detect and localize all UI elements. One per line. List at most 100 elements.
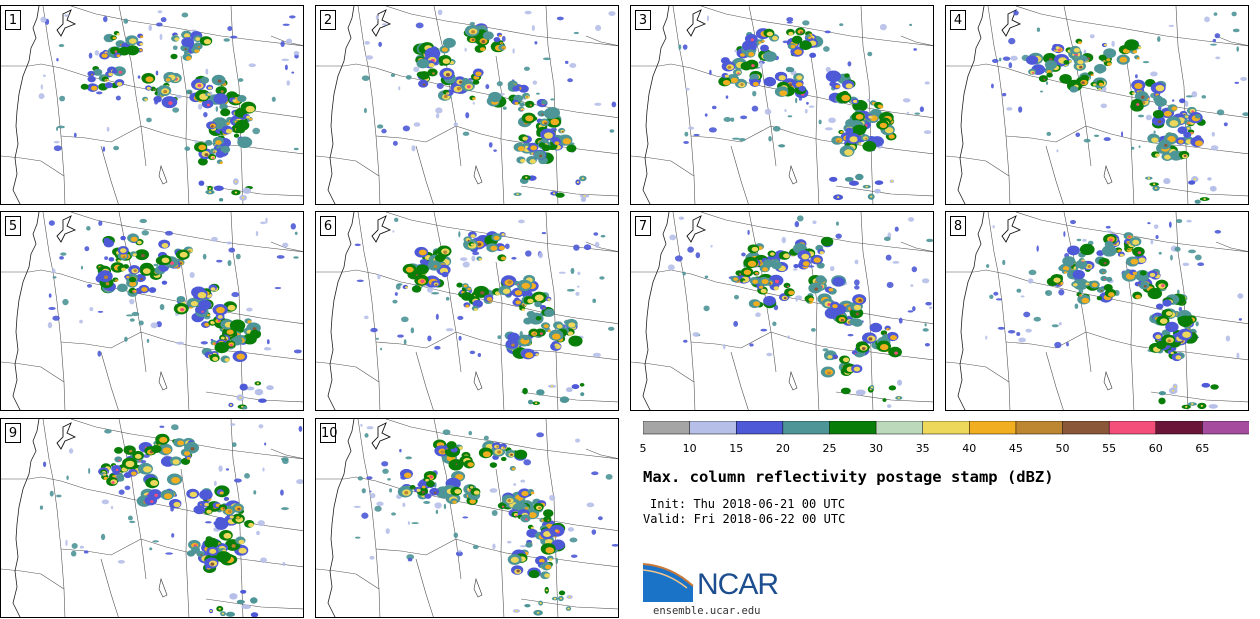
reflectivity-map <box>946 6 1248 204</box>
colorbar-tick-label: 5 <box>639 442 647 455</box>
map-panel-8: 8 <box>945 211 1249 411</box>
puget-sound-coast <box>1001 215 1022 243</box>
great-salt-lake <box>473 370 483 391</box>
colorbar-tick-label: 10 <box>682 442 697 455</box>
coastline <box>327 212 355 410</box>
great-salt-lake <box>473 577 483 598</box>
map-panel-6: 6 <box>315 211 619 411</box>
reflectivity-cells <box>39 423 303 617</box>
panel-label: 5 <box>5 216 21 236</box>
colorbar-tick-label: 20 <box>775 442 790 455</box>
puget-sound-coast <box>56 215 77 243</box>
panel-label: 3 <box>635 10 651 30</box>
puget-sound-coast <box>371 9 392 37</box>
map-panel-5: 5 <box>0 211 304 411</box>
colorbar-tick-label: 65 <box>1195 442 1210 455</box>
panel-label: 7 <box>635 216 651 236</box>
colorbar-tick-label: 50 <box>1055 442 1070 455</box>
colorbar <box>643 421 1249 435</box>
state-borders <box>316 6 618 204</box>
great-salt-lake <box>473 164 483 185</box>
great-salt-lake <box>1103 164 1113 185</box>
puget-sound-coast <box>56 422 77 450</box>
colorbar-tick-label: 25 <box>822 442 837 455</box>
map-panel-4: 4 <box>945 5 1249 205</box>
state-borders <box>316 419 618 617</box>
map-panel-9: 9 <box>0 418 304 618</box>
reflectivity-cells <box>667 215 933 408</box>
reflectivity-map <box>631 212 933 410</box>
panel-label: 1 <box>5 10 21 30</box>
colorbar-swatch <box>829 421 877 435</box>
colorbar-swatch <box>1108 421 1157 435</box>
reflectivity-cells <box>361 9 617 202</box>
coastline <box>957 6 985 204</box>
great-salt-lake <box>158 370 168 391</box>
coastline <box>642 212 670 410</box>
colorbar-swatch <box>1155 421 1204 435</box>
coastline <box>642 6 670 204</box>
great-salt-lake <box>788 370 798 391</box>
reflectivity-map <box>316 212 618 410</box>
ncar-logo-icon <box>643 563 694 602</box>
puget-sound-coast <box>686 215 707 243</box>
reflectivity-cells <box>354 217 615 406</box>
puget-sound-coast <box>371 215 392 243</box>
reflectivity-map <box>1 6 303 204</box>
puget-sound-coast <box>56 9 77 37</box>
reflectivity-cells <box>47 217 302 410</box>
puget-sound-coast <box>686 9 707 37</box>
reflectivity-cells <box>991 10 1248 204</box>
reflectivity-map <box>631 6 933 204</box>
reflectivity-map <box>946 212 1248 410</box>
colorbar-swatch <box>1202 421 1249 435</box>
colorbar-swatch <box>875 421 924 435</box>
coastline <box>327 419 355 617</box>
colorbar-tick-label: 45 <box>1008 442 1023 455</box>
colorbar-tick-label: 15 <box>729 442 744 455</box>
great-salt-lake <box>1103 370 1113 391</box>
coastline <box>12 419 40 617</box>
colorbar-swatch <box>1062 421 1110 435</box>
colorbar-tick-label: 60 <box>1148 442 1163 455</box>
state-borders <box>1 212 303 410</box>
panel-label: 9 <box>5 423 21 443</box>
colorbar-swatch <box>735 421 784 435</box>
colorbar-swatch <box>782 421 831 435</box>
map-panel-7: 7 <box>630 211 934 411</box>
colorbar-tick-label: 30 <box>869 442 884 455</box>
great-salt-lake <box>788 164 798 185</box>
colorbar-tick-label: 35 <box>915 442 930 455</box>
map-panel-1: 1 <box>0 5 304 205</box>
state-borders <box>946 212 1248 410</box>
puget-sound-coast <box>371 422 392 450</box>
reflectivity-map <box>316 6 618 204</box>
colorbar-swatch <box>643 421 691 435</box>
colorbar-tick-label: 55 <box>1102 442 1117 455</box>
reflectivity-map <box>1 212 303 410</box>
map-panel-2: 2 <box>315 5 619 205</box>
colorbar-swatch <box>922 421 971 435</box>
colorbar-tick-label: 40 <box>962 442 977 455</box>
ncar-logo-text: NCAR <box>697 568 779 601</box>
state-borders <box>1 6 303 204</box>
colorbar-swatch <box>969 421 1017 435</box>
state-borders <box>946 6 1248 204</box>
panel-label: 2 <box>320 10 336 30</box>
panel-label: 10 <box>320 423 338 443</box>
great-salt-lake <box>158 577 168 598</box>
colorbar-swatch <box>689 421 737 435</box>
reflectivity-cells <box>38 10 300 202</box>
coastline <box>12 212 40 410</box>
figure-title: Max. column reflectivity postage stamp (… <box>643 468 1054 486</box>
reflectivity-map <box>1 419 303 617</box>
coastline <box>957 212 985 410</box>
reflectivity-cells <box>678 15 932 201</box>
panel-label: 6 <box>320 216 336 236</box>
init-time: Init: Thu 2018-06-21 00 UTC <box>650 497 846 511</box>
reflectivity-cells <box>985 219 1244 410</box>
state-borders <box>631 6 933 204</box>
reflectivity-map <box>316 419 618 617</box>
valid-time: Valid: Fri 2018-06-22 00 UTC <box>643 512 846 526</box>
panel-label: 4 <box>950 10 966 30</box>
